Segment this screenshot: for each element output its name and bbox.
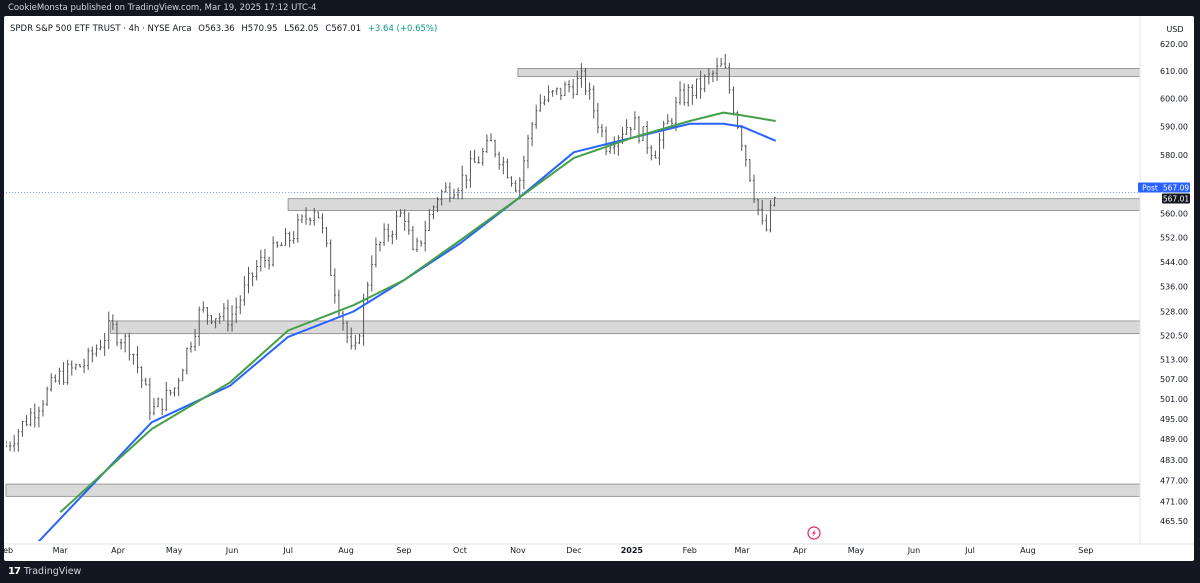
ohlc-close: C567.01	[325, 24, 362, 34]
x-tick-label: 2025	[621, 546, 644, 555]
publisher-bar	[0, 0, 1200, 16]
support-resistance-zone-3[interactable]	[5, 483, 1141, 497]
moving-average-line-1[interactable]	[59, 111, 776, 514]
x-tick-label: Jun	[225, 546, 239, 555]
x-tick-label: Dec	[566, 546, 581, 555]
tradingview-mark-icon: 17	[8, 566, 21, 577]
x-tick-label: Feb	[683, 546, 697, 555]
x-tick-label: Sep	[1078, 546, 1093, 555]
post-price-badge[interactable]	[1162, 182, 1190, 193]
support-resistance-zone-1[interactable]	[287, 198, 1141, 211]
y-tick-label: 507.00	[1160, 375, 1188, 384]
x-tick-label: Aug	[338, 546, 354, 555]
x-tick-label: Jul	[964, 546, 975, 555]
y-tick-label: 483.00	[1160, 456, 1188, 465]
y-tick-label: 471.00	[1160, 498, 1188, 507]
last-price-label: 567.01	[1163, 195, 1189, 204]
x-tick-label: Nov	[510, 546, 526, 555]
y-tick-label: 536.00	[1160, 282, 1188, 291]
symbol-name[interactable]: SPDR S&P 500 ETF TRUST · 4h · NYSE Arca	[10, 24, 192, 34]
y-tick-label: 590.00	[1160, 123, 1188, 132]
y-tick-label: 465.50	[1160, 517, 1188, 526]
y-tick-label: 495.00	[1160, 415, 1188, 424]
x-tick-label: Aug	[1020, 546, 1036, 555]
last-price-badge[interactable]	[1162, 193, 1190, 204]
post-tag-badge[interactable]	[1138, 182, 1162, 193]
lightning-glyph-icon	[812, 529, 816, 537]
y-tick-label: 580.00	[1160, 151, 1188, 160]
y-tick-label: 600.00	[1160, 95, 1188, 104]
y-tick-label: 610.00	[1160, 67, 1188, 76]
post-tag-label: Post	[1142, 184, 1158, 193]
ohlc-change: +3.64 (+0.65%)	[367, 24, 438, 34]
y-tick-label: 528.00	[1160, 307, 1188, 316]
symbol-legend[interactable]: SPDR S&P 500 ETF TRUST · 4h · NYSE Arca …	[10, 24, 441, 34]
x-tick-label: Apr	[793, 546, 808, 555]
x-tick-label: Apr	[111, 546, 126, 555]
ohlc-open: O563.36	[198, 24, 235, 34]
y-tick-label: 620.00	[1160, 40, 1188, 49]
x-tick-label: Jun	[907, 546, 921, 555]
y-tick-label: 489.00	[1160, 435, 1188, 444]
x-tick-label: May	[166, 546, 183, 555]
ohlc-low: L562.05	[284, 24, 319, 34]
currency-label: USD	[1166, 25, 1183, 34]
y-tick-label: 501.00	[1160, 395, 1188, 404]
x-tick-label: Mar	[735, 546, 751, 555]
y-tick-label: 520.50	[1160, 331, 1188, 340]
y-tick-label: 544.00	[1160, 258, 1188, 267]
y-tick-label: 552.00	[1160, 233, 1188, 242]
x-tick-label: Jul	[282, 546, 293, 555]
tradingview-logo-text: TradingView	[23, 566, 82, 577]
y-tick-label: 560.00	[1160, 209, 1188, 218]
publisher-text: CookieMonsta published on TradingView.co…	[8, 3, 317, 13]
x-tick-label: Oct	[453, 546, 467, 555]
footer-bar	[0, 561, 1200, 583]
y-tick-label: 477.00	[1160, 477, 1188, 486]
x-tick-label: Feb	[0, 546, 13, 555]
ohlc-high: H570.95	[241, 24, 278, 34]
post-price-label: 567.09	[1163, 184, 1189, 193]
support-resistance-zone-2[interactable]	[110, 320, 1141, 335]
chart-panel[interactable]	[4, 16, 1194, 561]
x-tick-label: Mar	[53, 546, 69, 555]
support-resistance-zone-0[interactable]	[517, 67, 1141, 77]
x-tick-label: May	[848, 546, 865, 555]
y-tick-label: 513.00	[1160, 355, 1188, 364]
tradingview-logo[interactable]: 17 TradingView	[8, 566, 81, 577]
x-tick-label: Sep	[396, 546, 411, 555]
candles-group	[6, 54, 776, 452]
moving-average-line-0[interactable]	[32, 122, 777, 549]
